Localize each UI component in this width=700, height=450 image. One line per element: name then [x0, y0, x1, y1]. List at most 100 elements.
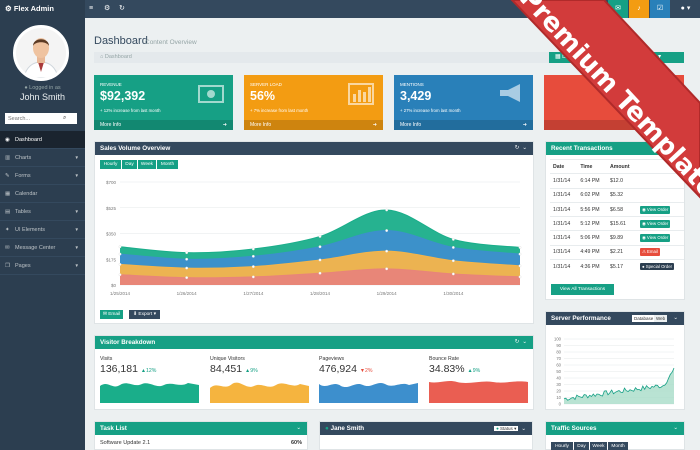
tile-more-info-link[interactable]: More Info ➜ — [394, 120, 533, 130]
bounce-rate-value: 34.83% ▲9% — [429, 363, 480, 375]
view-order-button[interactable]: ◉ View Order — [639, 234, 671, 243]
data-point[interactable] — [451, 259, 455, 263]
data-point[interactable] — [118, 252, 122, 256]
view-order-button[interactable]: ◉ View Order — [639, 219, 671, 228]
email-button[interactable]: ✉ Email — [100, 310, 123, 319]
status-dropdown[interactable]: ● Status ▾ — [494, 426, 519, 431]
data-point[interactable] — [385, 267, 389, 271]
y-tick-label: 100 — [554, 337, 562, 342]
refresh-icon[interactable]: ↻ — [514, 145, 520, 151]
chevron-down-icon[interactable]: ⌄ — [522, 145, 527, 151]
logged-in-text: Logged in as — [29, 85, 61, 91]
chevron-down-icon[interactable]: ⌄ — [521, 426, 526, 432]
unique-visitors-value: 84,451 ▲9% — [210, 363, 258, 375]
data-point[interactable] — [518, 275, 522, 279]
refresh-icon[interactable]: ↻ — [119, 5, 125, 12]
chevron-down-icon[interactable]: ⌄ — [296, 425, 301, 431]
sidebar-item-pages[interactable]: ❐ Pages ▼ — [0, 257, 85, 275]
menu-icon[interactable]: ≡ — [89, 5, 94, 12]
alerts-button[interactable]: ♪ — [629, 0, 649, 18]
data-point[interactable] — [251, 275, 255, 279]
data-point[interactable] — [251, 254, 255, 258]
sidebar-item-charts[interactable]: ▥ Charts ▼ — [0, 149, 85, 167]
stat-change-value: 9% — [472, 368, 481, 374]
tab-week[interactable]: Week — [590, 442, 607, 450]
arrow-up-icon: ▲ — [467, 368, 473, 374]
data-point[interactable] — [318, 258, 322, 262]
cell-amount: $2.21 — [606, 244, 637, 260]
tab-day[interactable]: Day — [574, 442, 589, 450]
sidebar-item-dashboard[interactable]: ◉ Dashboard — [0, 131, 85, 149]
toggle-database[interactable]: Database — [632, 315, 656, 322]
search-icon[interactable]: ⌕ — [63, 115, 67, 121]
sales-area-chart: $0 $175 $350 $525 $700 1/25/2014 1/26/2014 1/27… — [106, 180, 522, 296]
y-tick-label: 90 — [556, 343, 561, 348]
view-all-transactions-button[interactable]: View All Transactions — [551, 284, 614, 295]
gear-icon[interactable]: ⚙ — [104, 5, 111, 12]
data-point[interactable] — [118, 263, 122, 266]
breadcrumb: ⌂ Dashboard — [94, 52, 549, 63]
chevron-down-icon[interactable]: ⌄ — [673, 315, 678, 321]
data-point[interactable] — [385, 249, 389, 253]
data-point[interactable] — [185, 276, 189, 280]
more-info-label: More Info — [400, 122, 422, 128]
email-customer-button[interactable]: ⚠ Email — [639, 248, 660, 257]
tile-more-info-link[interactable]: More Info ➜ — [94, 120, 233, 130]
data-point[interactable] — [318, 235, 322, 238]
toggle-web[interactable]: Web — [654, 315, 668, 322]
tab-hourly[interactable]: Hourly — [551, 442, 573, 450]
sidebar-item-forms[interactable]: ✎ Forms ▼ — [0, 167, 85, 185]
tab-month[interactable]: Month — [157, 160, 178, 169]
sidebar-search-input[interactable] — [5, 113, 77, 124]
tasks-button[interactable]: ☑ — [650, 0, 670, 18]
data-point[interactable] — [385, 208, 389, 212]
cell-time: 5:12 PM — [577, 216, 607, 231]
user-menu-button[interactable]: ● ▾ — [671, 0, 700, 18]
messages-button[interactable]: ✉ — [608, 0, 628, 18]
cell-action: ⚠ Email — [636, 244, 684, 260]
data-point[interactable] — [318, 245, 322, 249]
special-order-button[interactable]: ● Special Order — [639, 263, 675, 271]
data-point[interactable] — [251, 247, 255, 251]
data-point[interactable] — [385, 229, 389, 232]
data-point[interactable] — [518, 246, 522, 249]
breadcrumb-item[interactable]: Dashboard — [104, 54, 132, 60]
data-point[interactable] — [251, 265, 255, 269]
view-order-button[interactable]: ◉ View Order — [639, 205, 671, 214]
data-point[interactable] — [518, 264, 522, 268]
dashboard-icon: ◉ — [5, 137, 10, 143]
data-point[interactable] — [185, 266, 189, 270]
data-point[interactable] — [451, 237, 455, 241]
brand[interactable]: ⚙ Flex Admin — [0, 0, 85, 18]
export-button[interactable]: ⬇ Export ▾ — [129, 310, 160, 319]
date-range-picker[interactable]: ▦ December 8, 2013 - January 6, 2014 ▾ — [549, 52, 684, 63]
sidebar-item-calendar[interactable]: ▦ Calendar — [0, 185, 85, 203]
data-point[interactable] — [118, 245, 122, 249]
stat-change: ▼2% — [360, 368, 373, 374]
recent-transactions-panel: Recent Transactions Date Time Amount 1/31/… — [545, 141, 685, 300]
data-point[interactable] — [118, 273, 122, 277]
tab-day[interactable]: Day — [122, 160, 137, 169]
refresh-icon[interactable]: ↻ — [514, 339, 520, 345]
action-label: Special Order — [645, 264, 673, 270]
data-point[interactable] — [185, 257, 189, 261]
chevron-down-icon[interactable]: ⌄ — [673, 425, 678, 431]
tile-more-info-link[interactable]: More Info ➜ — [244, 120, 383, 130]
data-point[interactable] — [185, 251, 189, 255]
user-status-icon: ● — [24, 85, 28, 91]
chevron-down-icon[interactable]: ⌄ — [522, 339, 527, 345]
data-point[interactable] — [518, 252, 522, 256]
data-point[interactable] — [318, 271, 322, 275]
tile-more-info-link[interactable]: ➜ — [544, 120, 684, 130]
data-point[interactable] — [451, 246, 455, 249]
panel-header: Sales Volume Overview ↻ ⌄ — [95, 142, 533, 155]
tab-hourly[interactable]: Hourly — [100, 160, 121, 169]
tab-week[interactable]: Week — [138, 160, 156, 169]
tab-month[interactable]: Month — [608, 442, 628, 450]
sidebar-item-message-center[interactable]: ✉ Message Center ▼ — [0, 239, 85, 257]
sidebar-item-tables[interactable]: ▤ Tables ▼ — [0, 203, 85, 221]
data-point[interactable] — [451, 272, 455, 276]
stat-change-value: 12% — [146, 368, 157, 374]
y-tick-label: 60 — [556, 363, 561, 368]
sidebar-item-ui-elements[interactable]: ✦ UI Elements ▼ — [0, 221, 85, 239]
